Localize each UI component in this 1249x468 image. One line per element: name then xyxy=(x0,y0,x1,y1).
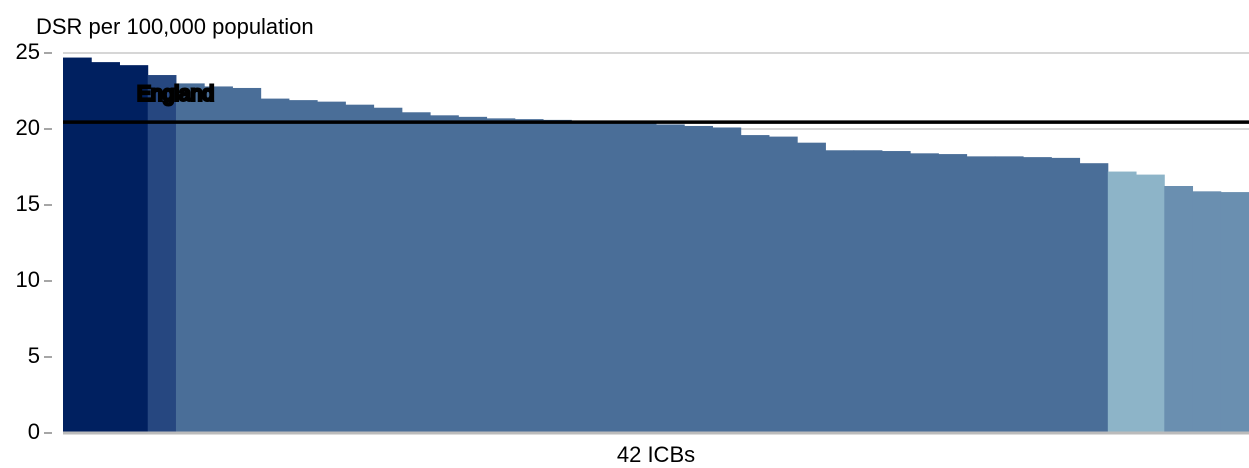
y-tick-label: 5 xyxy=(28,343,40,368)
bar xyxy=(1023,157,1052,433)
bar xyxy=(881,151,911,434)
bar xyxy=(63,57,92,434)
bar xyxy=(571,120,601,433)
x-axis-title: 42 ICBs xyxy=(617,442,695,467)
bar xyxy=(260,98,290,433)
bar xyxy=(1107,171,1137,433)
bar xyxy=(599,121,629,434)
bar xyxy=(740,135,770,433)
bar xyxy=(768,136,798,433)
bar xyxy=(656,124,685,433)
y-axis-title: DSR per 100,000 population xyxy=(36,14,314,39)
bar xyxy=(994,156,1024,434)
bar xyxy=(91,62,120,434)
bar xyxy=(627,122,657,434)
bar xyxy=(373,107,403,433)
bar xyxy=(486,118,516,434)
y-tick-label: 25 xyxy=(16,39,40,64)
bar xyxy=(232,87,262,434)
reference-label: England xyxy=(137,83,214,106)
bar xyxy=(514,119,544,434)
y-tick-label: 0 xyxy=(28,419,40,444)
y-tick-label: 10 xyxy=(16,267,40,292)
bar xyxy=(684,125,713,434)
bar xyxy=(1164,186,1194,433)
bar xyxy=(1136,174,1165,433)
bar xyxy=(825,150,855,433)
bar xyxy=(317,101,346,433)
bar xyxy=(1192,191,1222,433)
bar xyxy=(910,153,939,433)
bar xyxy=(345,104,375,434)
bar xyxy=(401,112,431,433)
bar xyxy=(543,119,572,433)
bar xyxy=(119,65,149,433)
bar xyxy=(204,86,233,433)
bar xyxy=(853,150,883,433)
bar xyxy=(966,156,996,434)
bar xyxy=(175,83,205,434)
bar xyxy=(147,75,177,433)
bar xyxy=(1079,163,1109,433)
bar xyxy=(1051,157,1081,433)
bar xyxy=(938,154,968,433)
bar xyxy=(430,115,459,433)
bar xyxy=(288,100,318,434)
bar xyxy=(458,116,488,433)
bar xyxy=(712,127,742,433)
bar xyxy=(1220,192,1249,433)
y-tick-label: 20 xyxy=(16,115,40,140)
bar xyxy=(797,142,826,433)
y-tick-label: 15 xyxy=(16,191,40,216)
